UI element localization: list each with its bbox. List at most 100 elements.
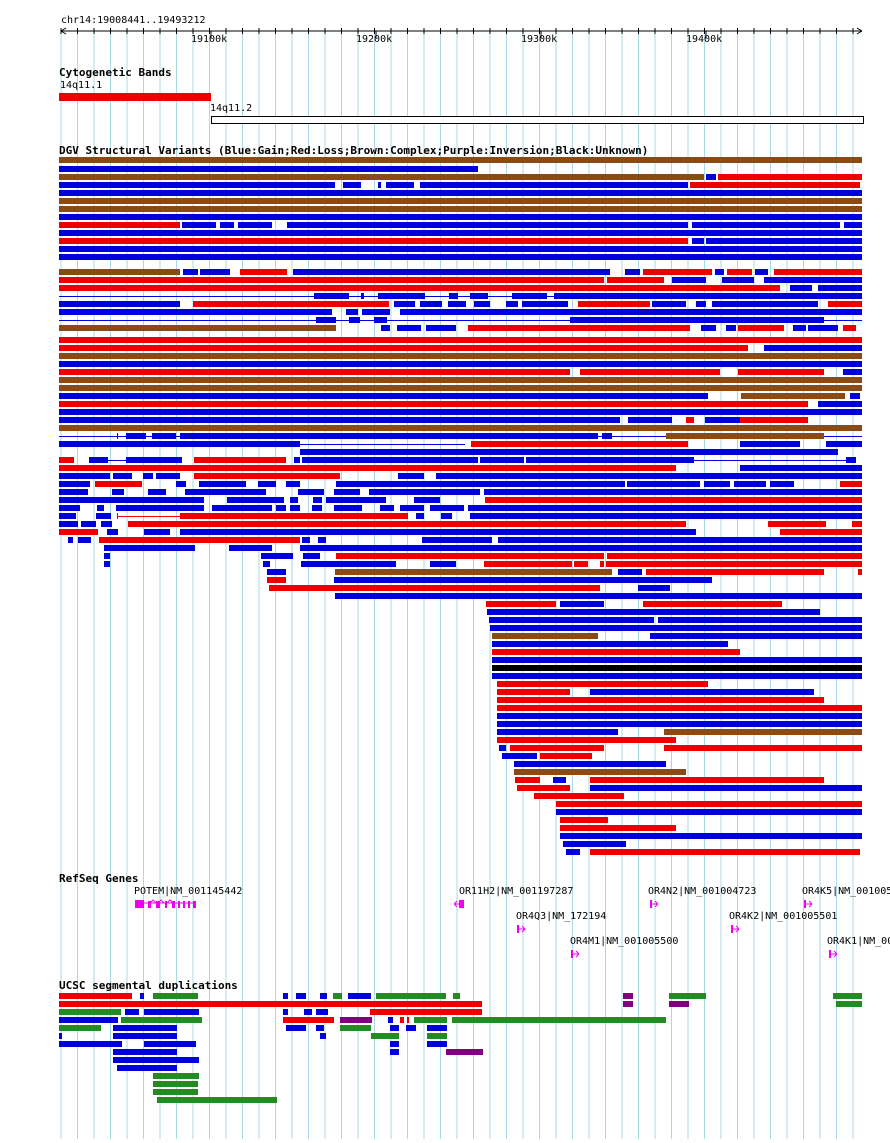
dgv-variant-loss [128,521,686,527]
cytoband-q11-1 [59,93,211,101]
dgv-variant-complex [59,377,862,383]
dgv-variant-gain [302,457,478,463]
dgv-variant-gain [144,529,170,535]
dgv-variant-complex [59,425,862,431]
gene-label[interactable]: OR4N2|NM_001004723 [648,886,757,897]
dgv-variant-gain [185,489,266,495]
dgv-variant-loss [59,369,570,375]
dgv-variant-gain [704,481,730,487]
segdup-block [59,1017,118,1023]
dgv-variant-loss [484,561,572,567]
segdup-block [153,1081,198,1087]
dgv-variant-gain [59,481,90,487]
gene-exon [148,901,151,908]
dgv-variant-gain [492,657,862,663]
dgv-variant-gain [468,505,862,511]
dgv-variant-gain [618,569,642,575]
dgv-variant-complex [59,325,336,331]
dgv-variant-gain [182,222,216,228]
dgv-variant-complex [664,729,862,735]
dgv-variant-gain [430,561,456,567]
dgv-variant-gain [59,254,862,260]
segdup-block [833,993,862,999]
gene-exon [156,901,160,908]
dgv-variant-gain [658,617,862,623]
dgv-variant-loss [600,561,604,567]
segdup-block [370,1009,482,1015]
dgv-variant-gain [238,222,272,228]
dgv-variant-gain [97,505,104,511]
segdup-block [144,1041,196,1047]
dgv-variant-loss [471,441,688,447]
gene-label[interactable]: OR11H2|NM_001197287 [459,886,574,897]
dgv-variant-loss [485,497,862,503]
dgv-variant-gain [706,174,716,180]
dgv-variant-gain [261,553,270,559]
gene-label[interactable]: POTEM|NM_001145442 [134,886,243,897]
gene-strand-arrow [733,925,740,933]
dgv-variant-gain [349,317,360,323]
dgv-variant-gain [696,301,706,307]
dgv-variant-gain [448,301,466,307]
dgv-variant-gain [487,609,820,615]
dgv-variant-gain [346,309,358,315]
dgv-variant-gain [318,537,326,543]
segdup-block [340,1025,371,1031]
dgv-variant-loss [828,301,862,307]
dgv-variant-gain [290,505,300,511]
gene-label[interactable]: OR4K5|NM_001005 [802,886,890,897]
dgv-variant-gain [400,505,424,511]
gene-label[interactable]: OR4Q3|NM_172194 [516,911,607,922]
segdup-block [153,1073,199,1079]
dgv-variant-loss [194,457,286,463]
dgv-variant-gain [394,301,415,307]
cytoband-label: 14q11.2 [210,103,253,114]
dgv-variant-gain [706,238,862,244]
dgv-variant-gain [701,325,716,331]
dgv-variant-loss [843,325,856,331]
location-label: chr14:19008441..19493212 [61,15,206,26]
ruler-tick-label: 19400k [686,34,723,45]
dgv-variant-gain [293,269,610,275]
dgv-variant-gain [740,465,862,471]
dgv-variant-gain [59,409,862,415]
dgv-variant-gain [553,777,566,783]
dgv-variant-gain [490,625,862,631]
dgv-variant-gain [560,833,862,839]
dgv-variant-loss [560,825,676,831]
dgv-variant-loss [59,277,604,283]
gene-label[interactable]: OR4M1|NM_001005500 [570,936,679,947]
dgv-variant-gain [489,617,654,623]
dgv-variant-gain [764,345,862,351]
gene-exon [731,925,733,933]
gene-label[interactable]: OR4K1|NM_00 [827,936,890,947]
segdup-block [144,1009,199,1015]
gene-label[interactable]: OR4K2|NM_001005501 [729,911,838,922]
dgv-variant-loss [497,697,824,703]
dgv-variant-loss [497,681,708,687]
dgv-variant-gain [715,269,724,275]
gene-exon [804,900,806,908]
dgv-variant-loss [840,481,862,487]
dgv-variant-loss [727,269,752,275]
segdup-block [153,993,198,999]
segdup-block [623,993,633,999]
dgv-variant-loss [607,277,664,283]
segdup-block [113,1025,177,1031]
dgv-variant-gain [276,505,286,511]
dgv-variant-complex [59,206,862,212]
dgv-variant-gain [560,601,604,607]
gene-strand-arrow [453,900,459,908]
dgv-variant-loss [578,301,650,307]
dgv-variant-gain [449,293,458,299]
dgv-variant-gain [414,497,440,503]
segdup-block [388,1017,393,1023]
segdup-block [623,1001,633,1007]
dgv-variant-gain [436,473,862,479]
dgv-variant-loss [738,369,824,375]
dgv-variant-gain [59,393,708,399]
segdup-block [283,1017,334,1023]
dgv-variant-loss [468,325,690,331]
